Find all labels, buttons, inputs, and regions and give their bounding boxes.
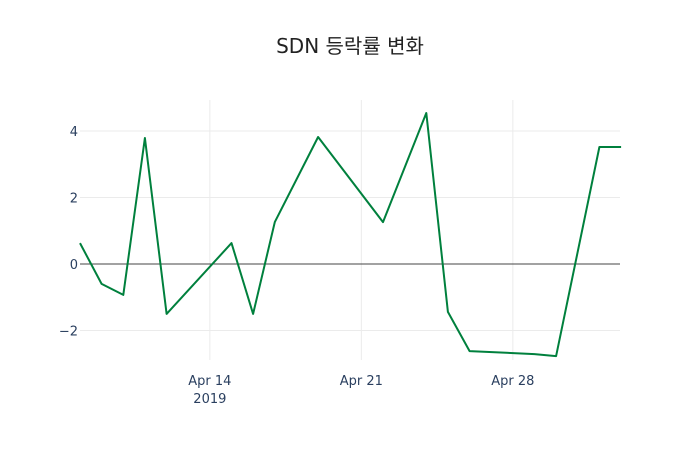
x-tick-label: Apr 21 bbox=[340, 374, 383, 389]
series-line bbox=[79, 112, 622, 358]
y-tick-label: −2 bbox=[59, 325, 78, 340]
chart-title: SDN 등락률 변화 bbox=[276, 34, 424, 58]
y-tick-label: 0 bbox=[70, 258, 78, 273]
y-tick-label: 4 bbox=[70, 125, 78, 140]
x-tick-label: Apr 28 bbox=[491, 374, 534, 389]
x-tick-label: Apr 14 bbox=[188, 374, 231, 389]
x-tick-year: 2019 bbox=[193, 392, 226, 407]
y-tick-label: 2 bbox=[70, 192, 78, 207]
